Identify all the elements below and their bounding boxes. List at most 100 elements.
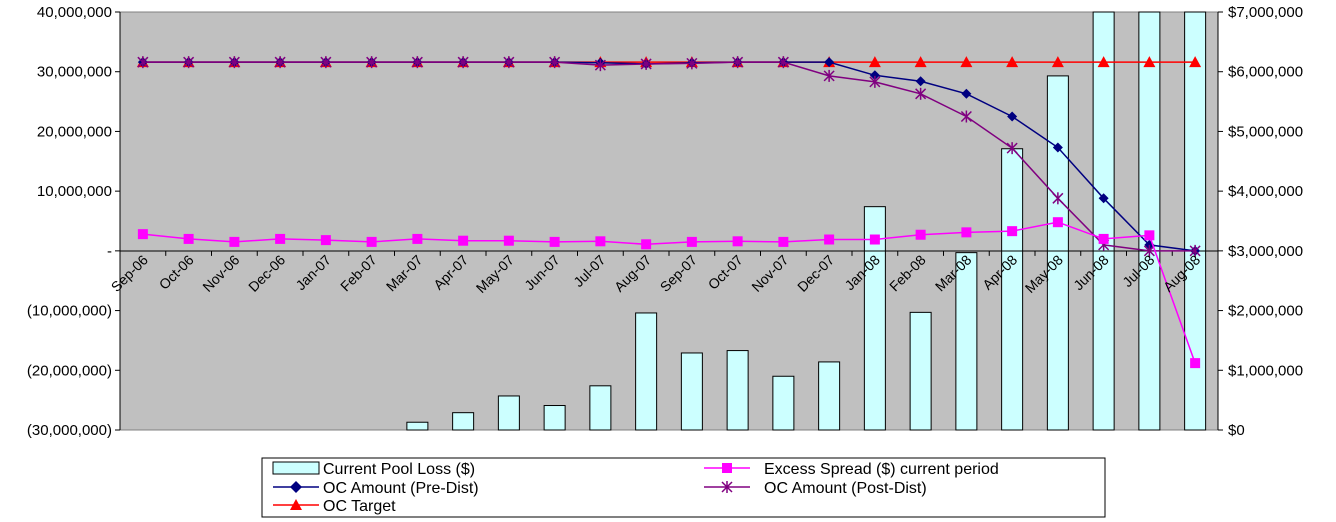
series-line-star [142,61,1196,252]
point-oc-post [228,56,240,69]
point-excess-spread [458,235,469,246]
bar-pool-loss [635,312,658,431]
point-oc-post [1052,192,1064,205]
legend-marker-oc-pre [290,481,302,493]
point-excess-spread [824,234,835,245]
left-tick-label: 40,000,000 [37,4,112,21]
point-excess-spread [229,236,240,247]
point-oc-post [640,57,652,70]
point-oc-target [914,56,927,68]
right-tick-label: $6,000,000 [1228,64,1303,81]
left-tick-label: (30,000,000) [27,422,112,439]
left-tick-label: - [107,243,112,260]
point-oc-post [777,56,789,69]
point-oc-target [1143,56,1156,68]
bar-pool-loss [909,311,932,431]
point-excess-spread [137,229,148,240]
point-excess-spread [1190,358,1201,369]
point-oc-post [274,56,286,69]
point-oc-post [411,56,423,69]
point-excess-spread [1144,230,1155,241]
point-oc-post [366,56,378,69]
left-tick-label: 10,000,000 [37,183,112,200]
point-oc-post [549,56,561,69]
left-tick-label: (10,000,000) [27,303,112,320]
point-oc-target [1006,56,1019,68]
point-oc-post [594,59,606,72]
bar-pool-loss [955,252,978,431]
point-oc-pre [824,57,835,68]
point-excess-spread [1007,226,1018,237]
bar-pool-loss [1092,11,1115,431]
point-oc-post [1006,142,1018,155]
point-oc-target [1189,56,1202,68]
bar-pool-loss [1138,11,1161,431]
point-oc-target [960,56,973,68]
lines-layer [136,56,1202,369]
right-tick-label: $2,000,000 [1228,303,1303,320]
point-oc-pre [1098,193,1109,204]
bar-pool-loss [680,352,703,431]
bar-pool-loss [818,361,841,431]
legend-box [261,457,1106,518]
point-excess-spread [275,233,286,244]
legend-marker-excess-spread [722,463,732,473]
right-tick-label: $4,000,000 [1228,183,1303,200]
legend-label-pool-loss: Current Pool Loss ($) [323,461,475,478]
point-excess-spread [595,236,606,247]
bar-pool-loss [863,206,886,431]
point-excess-spread [778,236,789,247]
right-tick-label: $3,000,000 [1228,243,1303,260]
point-oc-post [686,57,698,70]
bar-pool-loss [1184,11,1207,431]
point-oc-post [960,110,972,123]
legend-label-oc-post: OC Amount (Post-Dist) [764,480,927,497]
point-oc-post [915,87,927,100]
legend-label-oc-target: OC Target [323,498,396,515]
point-excess-spread [1052,217,1063,228]
legend-swatch-pool-loss [272,461,320,475]
bar-pool-loss [726,350,749,431]
point-oc-post [503,56,515,69]
right-tick-label: $5,000,000 [1228,123,1303,140]
point-excess-spread [732,236,743,247]
point-oc-post [1143,244,1155,257]
bar-pool-loss [1046,75,1069,431]
point-excess-spread [686,236,697,247]
bar-pool-loss [406,421,429,431]
point-oc-pre [915,76,926,87]
left-tick-label: 30,000,000 [37,64,112,81]
point-oc-post [320,56,332,69]
right-tick-label: $0 [1228,422,1245,439]
point-excess-spread [915,229,926,240]
point-excess-spread [1098,233,1109,244]
point-excess-spread [869,234,880,245]
legend-marker-oc-post [721,481,733,493]
left-tick-label: 20,000,000 [37,123,112,140]
bar-pool-loss [497,395,520,431]
legend-marker-oc-target [290,499,302,510]
legend-label-excess-spread: Excess Spread ($) current period [764,461,999,478]
legend: Current Pool Loss ($) Excess Spread ($) … [261,457,1106,518]
point-oc-post [732,56,744,69]
plot-area [119,11,1219,431]
axis-ticks-layer: 40,000,000 30,000,000 20,000,000 10,000,000… [27,4,1303,439]
point-excess-spread [549,236,560,247]
bar-pool-loss [543,405,566,431]
point-excess-spread [320,235,331,246]
point-oc-pre [869,70,880,81]
point-oc-post [137,56,149,69]
bar-pool-loss [1001,148,1024,431]
point-excess-spread [183,233,194,244]
series-line-square [142,221,1196,364]
point-excess-spread [641,239,652,250]
point-oc-post [823,69,835,82]
point-excess-spread [961,227,972,238]
point-excess-spread [366,236,377,247]
right-tick-label: $1,000,000 [1228,362,1303,379]
point-oc-pre [961,88,972,99]
point-oc-target [868,56,881,68]
legend-label-oc-pre: OC Amount (Pre-Dist) [323,480,479,497]
point-oc-target [1097,56,1110,68]
